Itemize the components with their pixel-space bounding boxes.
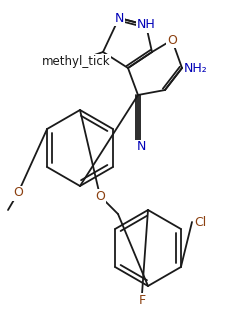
Text: Cl: Cl [194,216,206,229]
Text: NH: NH [137,18,155,31]
Text: O: O [167,33,177,46]
Text: N: N [114,11,124,24]
Text: NH₂: NH₂ [184,61,208,74]
Text: O: O [13,186,23,199]
Text: O: O [95,190,105,203]
Text: F: F [139,294,146,307]
Text: N: N [136,141,146,154]
Text: methyl_tick: methyl_tick [42,54,110,67]
